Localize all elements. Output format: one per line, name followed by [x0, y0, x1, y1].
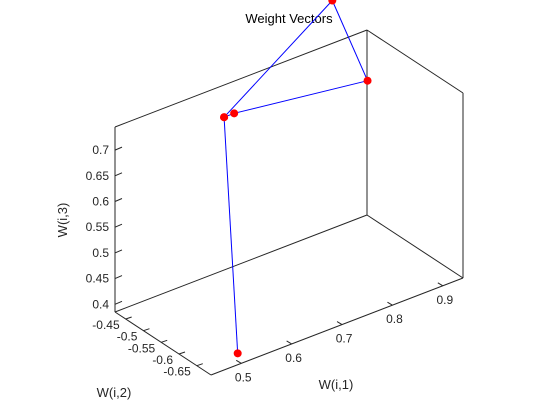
y-tick-mark [125, 316, 132, 320]
z-axis-ticks: 0.4 0.45 0.5 0.55 0.6 0.65 0.7 [86, 143, 123, 311]
y-tick-mark [143, 328, 150, 332]
x-axis-line [210, 277, 464, 376]
x-axis-ticks: 0.5 0.6 0.7 0.8 0.9 [235, 282, 454, 384]
z-tick-mark [114, 198, 123, 202]
z-tick-mark [114, 223, 123, 228]
z-tick-label: 0.5 [92, 246, 109, 260]
series-segment [331, 0, 369, 81]
y-tick-label: -0.6 [152, 353, 173, 367]
y-tick-mark [178, 351, 186, 355]
y-axis-label: W(i,2) [97, 385, 132, 400]
z-tick-label: 0.65 [86, 169, 110, 183]
y-tick-label: -0.65 [163, 365, 191, 379]
y-tick-mark [161, 339, 168, 343]
floor-right-edge [366, 214, 464, 279]
x-tick-label: 0.8 [386, 312, 403, 326]
y-tick-label: -0.55 [128, 341, 156, 355]
series-segment [234, 80, 368, 114]
series-segment [223, 117, 239, 354]
back-wall-top-edge [114, 29, 368, 128]
x-tick-label: 0.6 [285, 351, 302, 365]
z-tick-label: 0.45 [86, 272, 110, 286]
axes-box [114, 29, 464, 376]
x-tick-label: 0.5 [235, 370, 252, 384]
z-tick-mark [114, 249, 123, 254]
x-tick-mark [286, 340, 292, 345]
z-tick-label: 0.7 [92, 143, 109, 157]
x-tick-mark [437, 282, 444, 287]
z-axis-label: W(i,3) [55, 203, 70, 238]
z-tick-mark [114, 275, 123, 280]
data-point [230, 109, 239, 118]
y-tick-mark [196, 363, 203, 367]
z-tick-label: 0.4 [92, 297, 109, 311]
x-tick-mark [336, 321, 343, 325]
y-axis-ticks: -0.45-0.5-0.55-0.6-0.65 [92, 316, 203, 379]
z-tick-mark [114, 146, 123, 151]
data-point [220, 113, 229, 122]
y-axis-line [114, 311, 212, 376]
right-wall-top-edge [366, 29, 464, 94]
data-point [328, 0, 337, 5]
x-tick-mark [235, 359, 242, 364]
y-tick-label: -0.45 [92, 318, 120, 332]
z-tick-mark [114, 300, 123, 305]
z-tick-mark [114, 172, 123, 177]
x-tick-mark [387, 301, 393, 306]
back-wall-bottom-edge [114, 214, 368, 313]
series-layer [220, 0, 372, 358]
series-segment [223, 0, 333, 118]
data-point [233, 349, 242, 358]
chart-title: Weight Vectors [245, 11, 333, 26]
x-tick-label: 0.7 [336, 332, 353, 346]
z-tick-label: 0.6 [92, 195, 109, 209]
z-tick-label: 0.55 [86, 220, 110, 234]
y-tick-label: -0.5 [117, 330, 138, 344]
x-axis-label: W(i,1) [319, 377, 354, 392]
x-tick-label: 0.9 [436, 293, 453, 307]
data-point [363, 76, 372, 85]
